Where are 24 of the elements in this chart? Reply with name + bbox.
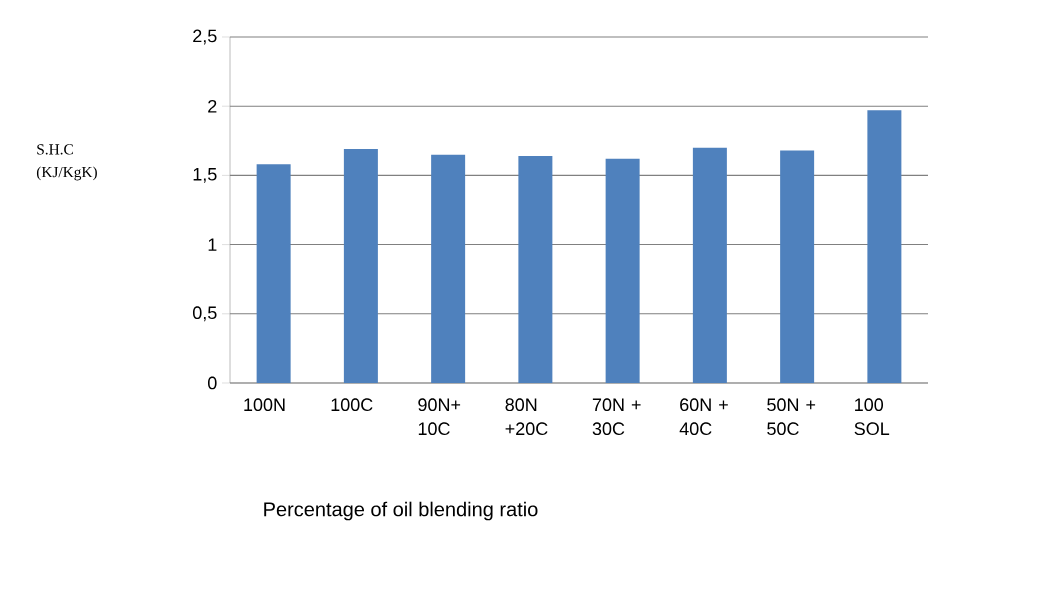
- y-tick-label: 1,5: [193, 168, 217, 183]
- x-tick-label: 100C: [331, 398, 373, 412]
- x-tick-label: 80N +20C: [505, 398, 548, 436]
- bar: [692, 147, 727, 383]
- bar: [343, 149, 378, 383]
- bar: [256, 164, 291, 383]
- x-axis-title: Percentage of oil blending ratio: [264, 501, 538, 521]
- bar: [780, 150, 815, 383]
- y-tick-label: 2: [208, 99, 217, 113]
- text: S.H.C (KJ/KgK): [36, 144, 97, 181]
- x-tick-label: 50N + 50C: [767, 398, 816, 436]
- bar: [518, 156, 553, 383]
- bar: [605, 158, 640, 383]
- x-tick-label: 90N+ 10C: [418, 398, 461, 436]
- x-tick-label: 100N: [244, 398, 285, 412]
- x-tick-label: 100 SOL: [854, 398, 890, 436]
- y-tick-label: 0,5: [192, 306, 217, 322]
- y-tick-label: 0: [208, 376, 217, 390]
- x-tick-label: 60N + 40C: [679, 398, 728, 436]
- bar: [867, 110, 902, 383]
- y-tick-label: 1: [208, 238, 217, 251]
- bar: [431, 154, 466, 383]
- y-tick-label: 2,5: [193, 29, 217, 45]
- x-tick-label: 70N + 30C: [592, 398, 641, 436]
